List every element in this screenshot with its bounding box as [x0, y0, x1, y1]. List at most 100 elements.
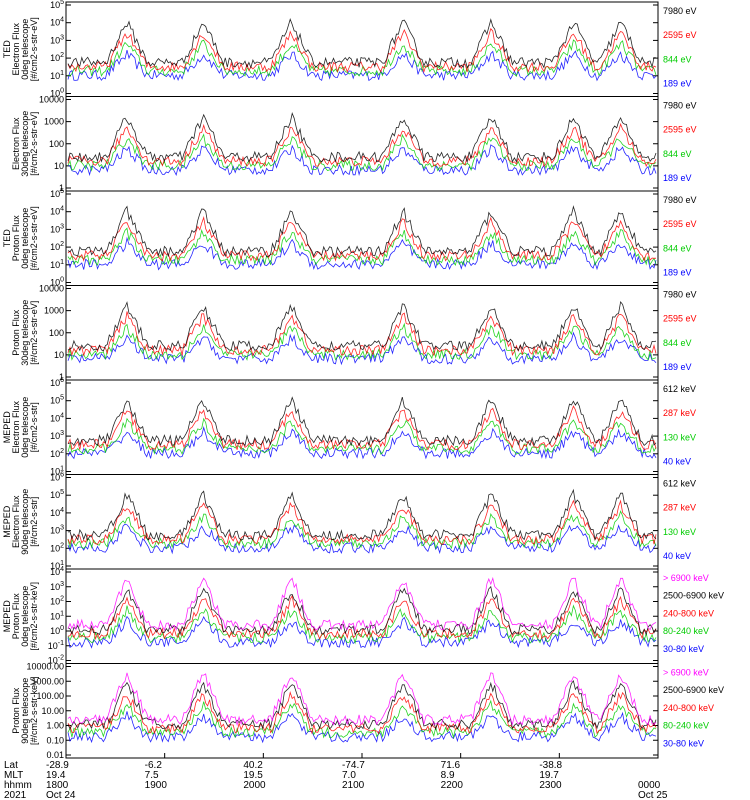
y-axis-label: Proton Flux — [11, 309, 21, 356]
legend-entry: 2500-6900 keV — [663, 591, 724, 601]
x-tick-label: 7.5 — [145, 770, 159, 781]
legend-entry: 80-240 keV — [663, 626, 709, 636]
y-tick-label: 101 — [50, 610, 64, 621]
y-axis-label: Proton Flux — [11, 593, 21, 640]
y-tick-label: 105 — [50, 395, 64, 406]
y-tick-label: 10.00 — [41, 706, 64, 716]
y-axis-label: [#/cm2-s-str-keV] — [29, 582, 39, 651]
y-axis-label: Electron Flux — [11, 495, 21, 548]
legend-entry: 612 keV — [663, 384, 696, 394]
legend-entry: 844 eV — [663, 338, 692, 348]
x-tick-label: 19.5 — [243, 770, 263, 781]
y-axis-label: Electron Flux — [11, 117, 21, 170]
x-tick-label: -74.7 — [342, 760, 365, 771]
x-tick-label: 1800 — [46, 780, 69, 791]
y-tick-label: 10 — [54, 350, 64, 360]
panel-5: 101 102 103 104 105 106 MEPED Electron Flux 0deg… — [2, 377, 696, 477]
y-tick-label: 100 — [50, 277, 64, 288]
y-tick-label: 103 — [50, 581, 64, 592]
y-axis-label: [#/cm2-s-str-keV] — [29, 676, 39, 745]
legend-entry: 30-80 keV — [663, 644, 704, 654]
x-tick-label: 2100 — [342, 780, 365, 791]
y-tick-label: 104 — [50, 17, 64, 28]
series-line — [67, 691, 657, 735]
y-tick-label: 104 — [50, 566, 64, 577]
y-tick-label: 102 — [50, 596, 64, 607]
series-line — [67, 18, 657, 69]
series-line — [67, 576, 657, 632]
y-tick-label: 1 — [59, 183, 64, 193]
y-tick-label: 105 — [50, 188, 64, 199]
series-line — [67, 672, 657, 727]
series-line — [67, 510, 657, 550]
legend-entry: > 6900 keV — [663, 668, 709, 678]
legend-entry: 240-800 keV — [663, 703, 714, 713]
legend-entry: 130 keV — [663, 527, 696, 537]
x-tick-label: 2000 — [243, 780, 266, 791]
y-axis-label: [#/cm2-s-str] — [29, 497, 39, 547]
y-tick-label: 0.10 — [46, 735, 64, 745]
y-axis-label: [#/cm2-s-str-eV] — [29, 17, 39, 81]
y-tick-label: 101 — [50, 560, 64, 571]
y-axis-label: 90deg telescope — [20, 489, 30, 555]
legend-entry: > 6900 keV — [663, 573, 709, 583]
panel-3: 100 101 102 103 104 105 TED Proton Flux 0deg tel… — [2, 188, 697, 288]
y-tick-label: 102 — [50, 542, 64, 553]
y-tick-label: 100 — [49, 328, 64, 338]
legend-entry: 189 eV — [663, 362, 692, 372]
y-tick-label: 105 — [50, 489, 64, 500]
panel-2: 1 10 100 1000 10000 Electron Flux 30deg telesc… — [11, 95, 697, 194]
y-tick-label: 103 — [50, 34, 64, 45]
panel-frame — [65, 190, 659, 286]
y-tick-label: 106 — [50, 377, 64, 388]
x-tick-label: 2200 — [441, 780, 464, 791]
series-line — [67, 585, 657, 636]
y-axis-label: TED — [2, 40, 12, 59]
series-line — [67, 112, 657, 164]
y-tick-label: 102 — [50, 241, 64, 252]
panel-8: 0.01 0.10 1.00 10.00 100.00 1000.00 10000.00 Pr… — [11, 662, 724, 761]
legend-entry: 287 keV — [663, 408, 696, 418]
legend-entry: 2500-6900 keV — [663, 685, 724, 695]
y-axis-label: 90deg telescope — [20, 678, 30, 744]
x-tick-label: 2300 — [539, 780, 562, 791]
legend-entry: 2595 eV — [663, 314, 697, 324]
y-tick-label: 100 — [50, 625, 64, 636]
x-tick-label: 8.9 — [441, 770, 455, 781]
legend-entry: 844 eV — [663, 54, 692, 64]
series-line — [67, 300, 657, 352]
series-line — [67, 216, 657, 262]
x-tick-label: 19.7 — [539, 770, 559, 781]
y-tick-label: 102 — [50, 448, 64, 459]
x-tick-label: -38.8 — [539, 760, 562, 771]
legend-entry: 189 eV — [663, 173, 692, 183]
series-line — [67, 396, 657, 447]
y-tick-label: 104 — [50, 206, 64, 217]
series-line — [67, 133, 657, 172]
series-line — [67, 331, 657, 366]
x-tick-label: Oct 24 — [46, 790, 76, 800]
y-axis-label: 30deg telescope — [20, 300, 30, 366]
y-tick-label: 104 — [50, 507, 64, 518]
y-axis-label: Electron Flux — [11, 22, 21, 75]
y-tick-label: 101 — [50, 70, 64, 81]
y-axis-label: 30deg telescope — [20, 111, 30, 177]
y-tick-label: 105 — [50, 0, 64, 10]
y-axis-label: 0deg telescope — [20, 397, 30, 458]
y-tick-label: 1 — [59, 372, 64, 382]
x-tick-label: 19.4 — [46, 770, 66, 781]
legend-entry: 40 keV — [663, 551, 691, 561]
y-tick-label: 10-2 — [48, 655, 64, 666]
y-axis-label: MEPED — [2, 505, 12, 538]
legend-entry: 2595 eV — [663, 30, 697, 40]
y-tick-label: 104 — [50, 412, 64, 423]
series-line — [67, 426, 657, 460]
panel-frame — [65, 474, 659, 570]
y-tick-label: 100 — [50, 88, 64, 99]
x-tick-label: 7.0 — [342, 770, 356, 781]
legend-entry: 130 keV — [663, 432, 696, 442]
x-tick-label: -6.2 — [145, 760, 163, 771]
legend-entry: 7980 eV — [663, 290, 697, 300]
